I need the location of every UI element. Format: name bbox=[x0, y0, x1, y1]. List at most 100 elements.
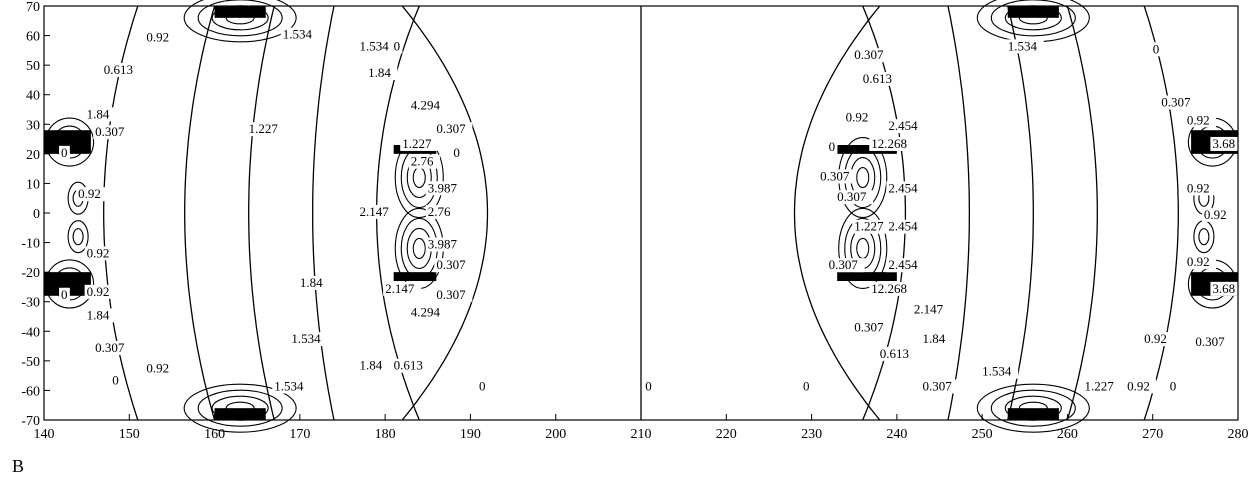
contour-line bbox=[248, 5, 275, 421]
x-tick-label: 270 bbox=[1142, 427, 1163, 442]
contour-label: 1.84 bbox=[368, 65, 391, 80]
contour-label: 0.307 bbox=[436, 257, 466, 272]
x-tick-label: 190 bbox=[460, 427, 481, 442]
y-tick-label: -60 bbox=[21, 384, 40, 399]
contour-label-bg bbox=[408, 98, 447, 113]
contour-label: 2.454 bbox=[888, 257, 918, 272]
contour-label-bg bbox=[877, 346, 916, 361]
contour-label: 1.84 bbox=[87, 307, 110, 322]
contour-label-bg bbox=[818, 169, 857, 184]
contour-label-bg bbox=[297, 275, 330, 290]
contour-label-bg bbox=[980, 364, 1019, 379]
conductor-block bbox=[393, 272, 437, 282]
contour-loop bbox=[1193, 220, 1215, 254]
contour-loop bbox=[72, 228, 84, 246]
conductor-block bbox=[1007, 6, 1059, 18]
contour-label-bg bbox=[1184, 181, 1217, 196]
contour-label: 2.76 bbox=[411, 154, 434, 169]
conductor-block bbox=[837, 144, 897, 154]
contour-label: 1.84 bbox=[360, 358, 383, 373]
contour-label: 0.307 bbox=[854, 47, 884, 62]
contour-label: 0.307 bbox=[1161, 95, 1191, 110]
contour-label: 0.307 bbox=[854, 319, 884, 334]
contour-label-bg bbox=[1125, 379, 1157, 394]
contour-label: 1.84 bbox=[300, 275, 323, 290]
conductor-block bbox=[1007, 408, 1059, 420]
contour-label-bg bbox=[434, 258, 473, 273]
contour-label-bg bbox=[101, 63, 140, 78]
contour-label-bg bbox=[1142, 332, 1174, 347]
contour-label: 2.147 bbox=[914, 302, 944, 317]
y-tick-label: -50 bbox=[21, 355, 40, 370]
contour-loop bbox=[197, 389, 283, 427]
contour-label-bg bbox=[84, 107, 116, 122]
contour-label-bg bbox=[852, 48, 891, 63]
contour-label: 0 bbox=[394, 38, 401, 53]
x-tick-label: 220 bbox=[716, 427, 737, 442]
contour-label: 0.307 bbox=[95, 124, 125, 139]
contour-label: 4.294 bbox=[411, 98, 441, 113]
x-tick-label: 150 bbox=[119, 427, 140, 442]
contour-label-bg bbox=[400, 136, 439, 151]
contour-label-bg bbox=[76, 187, 108, 202]
contour-loop bbox=[183, 0, 297, 43]
conductor-block bbox=[44, 272, 91, 296]
y-tick-label: 0 bbox=[33, 207, 40, 222]
contour-label-bg bbox=[869, 136, 915, 151]
contour-label: 2.147 bbox=[360, 204, 390, 219]
contour-label-bg bbox=[272, 379, 311, 394]
contour-label: 0.92 bbox=[1187, 112, 1210, 127]
contour-label: 12.268 bbox=[871, 281, 907, 296]
contour-lines bbox=[45, 0, 1237, 433]
contour-label: 0 bbox=[453, 145, 460, 160]
contour-label: 0.92 bbox=[1127, 378, 1150, 393]
contour-line bbox=[1066, 5, 1098, 421]
contour-line bbox=[184, 5, 216, 421]
contour-label: 2.454 bbox=[888, 118, 918, 133]
contour-label: 2.454 bbox=[888, 180, 918, 195]
conductor-block bbox=[837, 272, 897, 282]
contour-label-bg bbox=[920, 379, 959, 394]
contour-label-bg bbox=[476, 379, 488, 394]
contour-label: 0.613 bbox=[394, 358, 423, 373]
contour-label-bg bbox=[383, 281, 422, 296]
contour-label-bg bbox=[289, 332, 328, 347]
contour-label: 2.454 bbox=[888, 219, 918, 234]
contour-label-bg bbox=[826, 139, 838, 154]
contour-label-bg bbox=[1184, 255, 1217, 270]
conductor-block bbox=[44, 130, 91, 154]
contour-label-bg bbox=[366, 65, 398, 80]
contour-label: 0.92 bbox=[78, 186, 101, 201]
x-axis: 140 150 160 170 180 190 200 210 220 230 240 250 260 2… bbox=[34, 414, 1249, 442]
contour-loop bbox=[412, 166, 426, 189]
conductor-block bbox=[214, 6, 266, 18]
contour-label: 0 bbox=[61, 145, 68, 160]
contour-loop bbox=[1198, 228, 1210, 246]
contour-label-bg bbox=[1184, 113, 1217, 128]
contour-label-bg bbox=[84, 308, 116, 323]
panel-label: B bbox=[12, 456, 25, 476]
contour-label: 0.613 bbox=[104, 62, 133, 77]
contour-label-bg bbox=[886, 258, 925, 273]
contour-label: 1.84 bbox=[922, 331, 945, 346]
contour-label-bg bbox=[408, 305, 447, 320]
contour-loop bbox=[856, 166, 870, 189]
contour-label-bg bbox=[920, 332, 952, 347]
contour-label: 3.68 bbox=[1212, 136, 1235, 151]
contour-label-bg bbox=[1201, 207, 1234, 222]
contour-loop bbox=[838, 207, 888, 290]
contour-label: 1.227 bbox=[1084, 378, 1114, 393]
contour-label-bg bbox=[451, 145, 463, 160]
y-tick-label: 40 bbox=[26, 89, 40, 104]
contour-label-bg bbox=[643, 379, 655, 394]
contour-label-bg bbox=[860, 71, 899, 86]
contour-line bbox=[947, 5, 971, 421]
contour-label: 0.307 bbox=[837, 189, 867, 204]
contour-label: 0 bbox=[61, 287, 68, 302]
contour-label: 0.307 bbox=[829, 257, 859, 272]
conductor-block bbox=[214, 408, 266, 420]
contour-label: 0.307 bbox=[436, 287, 466, 302]
y-tick-label: -40 bbox=[21, 325, 40, 340]
contour-label: 0.92 bbox=[87, 284, 110, 299]
contour-label: 1.534 bbox=[274, 378, 304, 393]
